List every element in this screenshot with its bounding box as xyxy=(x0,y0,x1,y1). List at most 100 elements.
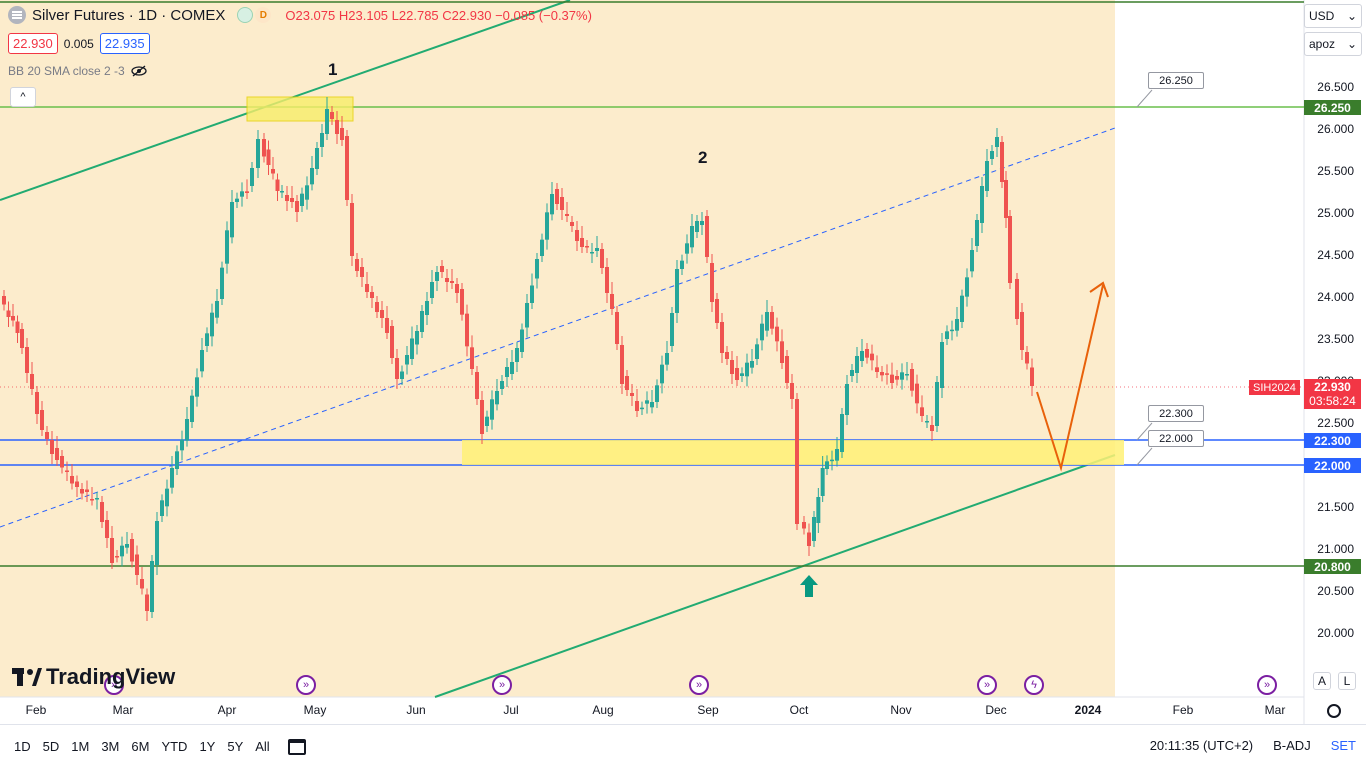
bottom-status: 20:11:35 (UTC+2) B-ADJ SET xyxy=(1150,738,1356,753)
candle-body xyxy=(20,329,24,348)
candle-body xyxy=(280,191,284,193)
candle-body xyxy=(225,230,229,264)
time-axis-label: Apr xyxy=(217,703,237,717)
indicator-label: BB 20 SMA close 2 -3 xyxy=(8,64,125,78)
delay-badge[interactable]: D xyxy=(255,7,272,23)
log-scale-button[interactable]: L xyxy=(1338,672,1356,690)
candle-body xyxy=(1004,180,1008,218)
candle-body xyxy=(275,179,280,191)
dividend-event-icon[interactable]: » xyxy=(1257,675,1277,695)
candle-body xyxy=(670,313,674,346)
candle-body xyxy=(95,498,99,500)
candle-body xyxy=(55,448,59,460)
period-button-1m[interactable]: 1M xyxy=(71,739,90,754)
candle-body xyxy=(135,554,139,575)
candle-body xyxy=(950,329,954,332)
lightning-event-icon[interactable]: ϟ xyxy=(1024,675,1044,695)
price-callout-26250[interactable]: 26.250 xyxy=(1148,72,1204,89)
last-price-value: 22.930 xyxy=(1314,380,1351,394)
candle-body xyxy=(375,302,379,312)
currency-value: USD xyxy=(1309,9,1335,23)
currency-select[interactable]: USD ⌄ xyxy=(1304,4,1362,28)
period-button-all[interactable]: All xyxy=(255,739,270,754)
candle-body xyxy=(812,517,816,541)
chart-title[interactable]: Silver Futures · 1D · COMEX xyxy=(32,6,226,24)
wave-label-1[interactable]: 1 xyxy=(328,60,338,79)
unit-select[interactable]: apoz ⌄ xyxy=(1304,32,1362,56)
channel-shaded-zone xyxy=(0,0,1115,697)
candle-body xyxy=(965,277,969,297)
candle-body xyxy=(410,338,414,359)
dividend-event-icon[interactable]: » xyxy=(296,675,316,695)
candle-body xyxy=(1008,216,1012,283)
collapse-legend-button[interactable]: ^ xyxy=(10,87,36,107)
period-button-5d[interactable]: 5D xyxy=(42,739,60,754)
candle-body xyxy=(825,461,829,469)
calendar-icon[interactable] xyxy=(287,738,306,755)
candle-body xyxy=(820,468,825,496)
gear-icon[interactable] xyxy=(1327,704,1341,718)
candle-body xyxy=(15,321,20,333)
candle-body xyxy=(100,502,104,522)
candle-body xyxy=(250,168,254,186)
candle-body xyxy=(380,310,384,318)
candle-body xyxy=(760,323,764,341)
price-callout-22000[interactable]: 22.000 xyxy=(1148,430,1204,447)
arrow-up-icon[interactable] xyxy=(800,575,818,597)
sell-price-button[interactable]: 22.930 xyxy=(8,33,58,54)
adjustment-toggle[interactable]: B-ADJ xyxy=(1273,738,1311,753)
period-button-1d[interactable]: 1D xyxy=(14,739,31,754)
price-scale-label: 26.000 xyxy=(1317,122,1354,136)
candle-body xyxy=(845,384,849,415)
auto-scale-button[interactable]: A xyxy=(1313,672,1331,690)
dividend-event-icon[interactable]: » xyxy=(492,675,512,695)
tradingview-logo-icon xyxy=(12,668,42,686)
price-scale-label: 25.000 xyxy=(1317,206,1354,220)
candle-body xyxy=(550,194,554,215)
period-button-ytd[interactable]: YTD xyxy=(161,739,188,754)
chevron-down-icon: ⌄ xyxy=(1346,37,1357,51)
candle-body xyxy=(495,391,499,405)
candle-body xyxy=(25,347,29,373)
clock[interactable]: 20:11:35 (UTC+2) xyxy=(1149,738,1254,753)
candle-body xyxy=(925,421,929,423)
scale-controls: USD ⌄ apoz ⌄ xyxy=(1304,4,1362,60)
wave-label-2[interactable]: 2 xyxy=(698,148,708,167)
dividend-event-icon[interactable]: » xyxy=(977,675,997,695)
buy-price-button[interactable]: 22.935 xyxy=(99,33,150,54)
level-tag-22300: 22.300 xyxy=(1304,433,1361,448)
candle-body xyxy=(520,329,524,352)
price-callout-22300[interactable]: 22.300 xyxy=(1148,405,1204,422)
session-toggle[interactable]: SET xyxy=(1330,738,1356,753)
time-axis-label: Dec xyxy=(985,703,1007,717)
candle-body xyxy=(735,368,739,380)
candle-body xyxy=(420,311,424,332)
market-status-icon[interactable] xyxy=(237,7,254,23)
candle-body xyxy=(750,361,754,368)
candlestick-series xyxy=(2,97,1034,621)
candle-body xyxy=(575,230,579,241)
candle-body xyxy=(680,260,684,269)
candle-body xyxy=(715,299,719,323)
period-button-6m[interactable]: 6M xyxy=(131,739,150,754)
eye-hidden-icon[interactable] xyxy=(131,65,147,77)
period-button-5y[interactable]: 5Y xyxy=(227,739,244,754)
dividend-event-icon[interactable]: » xyxy=(689,675,709,695)
dividend-event-icon[interactable]: » xyxy=(104,675,124,695)
candle-body xyxy=(840,414,844,452)
tradingview-logo[interactable]: TradingView xyxy=(12,664,175,690)
candle-body xyxy=(505,367,509,377)
candle-body xyxy=(880,372,884,376)
period-button-1y[interactable]: 1Y xyxy=(199,739,216,754)
indicator-legend[interactable]: BB 20 SMA close 2 -3 xyxy=(8,64,147,78)
candle-body xyxy=(855,356,859,373)
price-scale-label: 23.500 xyxy=(1317,332,1354,346)
candle-body xyxy=(256,139,260,168)
candle-body xyxy=(945,331,949,339)
highlight-box-support xyxy=(462,440,1124,465)
candle-body xyxy=(900,372,904,380)
candle-body xyxy=(262,139,266,157)
candle-body xyxy=(675,269,679,313)
period-button-3m[interactable]: 3M xyxy=(101,739,120,754)
